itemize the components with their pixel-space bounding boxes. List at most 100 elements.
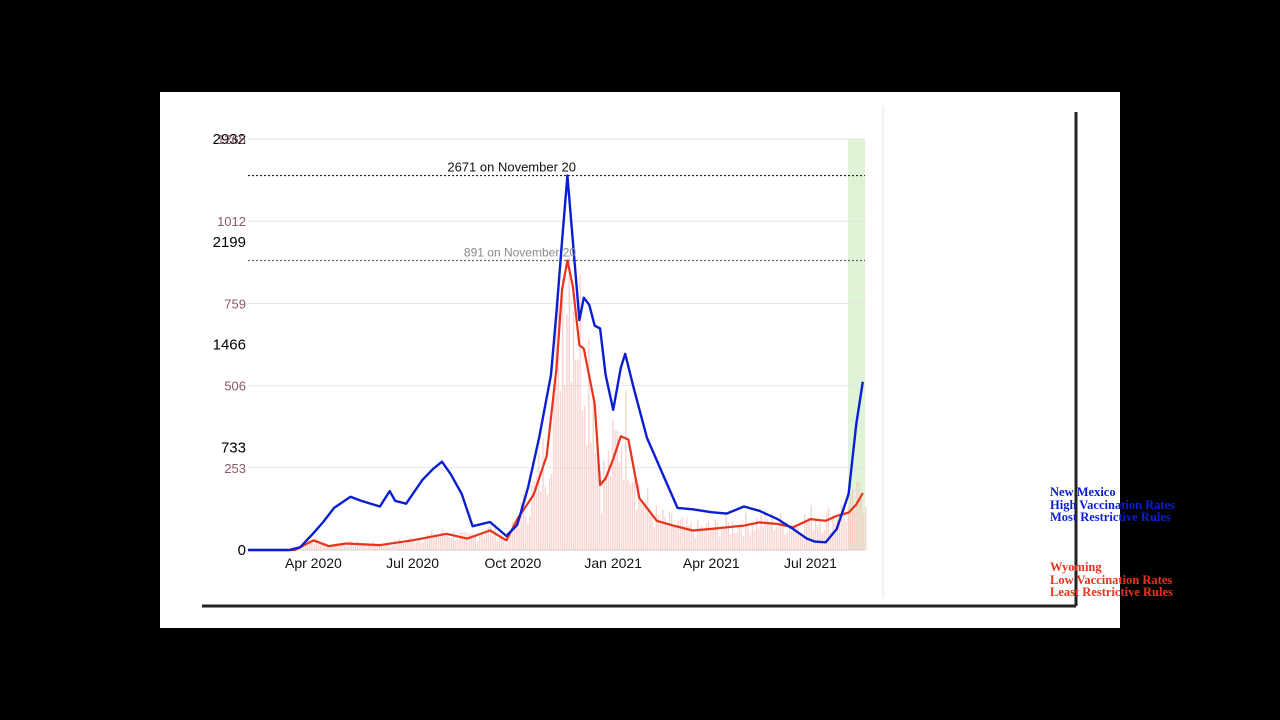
- wyoming-bar: [396, 544, 398, 550]
- wyoming-bar: [585, 445, 588, 550]
- wyoming-bar: [599, 471, 601, 550]
- wyoming-bar: [479, 536, 481, 550]
- wyoming-bar: [629, 485, 631, 550]
- left-tick-label: 733: [221, 439, 246, 456]
- wyoming-bar: [509, 533, 511, 550]
- legend-new-mexico-line2: High Vaccination Rates: [1050, 497, 1176, 512]
- wyoming-bar: [394, 539, 396, 550]
- wyoming-bar: [605, 478, 607, 550]
- wyoming-bar: [411, 538, 413, 550]
- wyoming-bar: [319, 543, 322, 550]
- new-mexico-line: [248, 174, 864, 552]
- wyoming-bar: [616, 430, 618, 550]
- wyoming-bar: [817, 526, 819, 550]
- wyoming-bar: [300, 547, 302, 550]
- wyoming-bar: [370, 546, 372, 550]
- wyoming-bar: [398, 539, 400, 550]
- wyoming-bar: [361, 544, 363, 550]
- wyoming-bar: [529, 515, 531, 550]
- wyoming-bar: [703, 530, 706, 550]
- wyoming-bar: [439, 535, 442, 550]
- wyoming-bar: [830, 531, 832, 550]
- wyoming-bar: [592, 400, 594, 550]
- wyoming-bar: [664, 516, 666, 550]
- wyoming-bar: [415, 542, 418, 550]
- wyoming-bar: [535, 475, 538, 550]
- wyoming-bar: [849, 494, 852, 550]
- wyoming-bar: [452, 531, 455, 550]
- wyoming-bar: [524, 515, 527, 550]
- wyoming-bar: [647, 488, 649, 550]
- legend-wyoming-line3: Least Restrictive Rules: [1050, 585, 1173, 599]
- wyoming-bar: [738, 524, 740, 550]
- wyoming-bar: [492, 535, 494, 550]
- wyoming-bar: [341, 543, 344, 550]
- wyoming-bar: [662, 509, 664, 550]
- wyoming-bar: [679, 519, 682, 550]
- wyoming-bar: [367, 545, 370, 550]
- wyoming-bar: [402, 543, 405, 550]
- wyoming-bar: [819, 521, 821, 550]
- annotation-labels: 2671 on November 20 891 on November 20: [447, 160, 576, 260]
- x-tick-label: Apr 2020: [285, 555, 342, 571]
- wyoming-bar: [710, 527, 712, 550]
- wyoming-bar: [498, 537, 501, 550]
- x-tick-label: Jan 2021: [584, 555, 642, 571]
- wyoming-bar: [575, 359, 577, 550]
- wyoming-bar: [607, 450, 610, 550]
- wyoming-bar: [457, 538, 459, 550]
- wyoming-bar: [620, 446, 623, 550]
- wyoming-bar: [854, 509, 856, 550]
- right-tick-label: 1265: [217, 132, 246, 147]
- wyoming-bar: [786, 532, 788, 550]
- annotation-label-new-mexico-peak: 2671 on November 20: [447, 160, 576, 175]
- wyoming-bar: [343, 545, 346, 550]
- wyoming-bar: [522, 493, 525, 550]
- wyoming-bar: [383, 546, 385, 550]
- wyoming-bar: [841, 504, 843, 550]
- wyoming-bar: [333, 546, 335, 550]
- comparison-chart: 0 733 1466 2199 2932 253 506 759 1012 1265 Apr 2…: [202, 106, 1078, 608]
- left-axis-ticks: 0 733 1466 2199 2932: [213, 131, 246, 559]
- wyoming-bar: [559, 390, 562, 550]
- wyoming-bar: [771, 513, 773, 550]
- wyoming-bar: [485, 533, 487, 550]
- wyoming-bar: [442, 528, 444, 550]
- wyoming-bar: [407, 541, 409, 550]
- wyoming-bar: [459, 532, 461, 550]
- right-tick-label: 253: [224, 461, 246, 476]
- wyoming-bar: [753, 530, 756, 550]
- wyoming-bar: [668, 511, 671, 550]
- wyoming-bar: [387, 544, 389, 550]
- wyoming-bar: [579, 275, 581, 550]
- wyoming-bar: [476, 541, 479, 550]
- wyoming-bar: [814, 521, 817, 550]
- wyoming-bar: [729, 533, 732, 550]
- wyoming-bar: [542, 437, 544, 550]
- wyoming-bar: [577, 360, 579, 550]
- wyoming-bar: [346, 546, 348, 550]
- wyoming-bar: [354, 544, 357, 550]
- legend-new-mexico: New Mexico High Vaccination Rates Most R…: [1050, 486, 1175, 524]
- wyoming-bar: [405, 540, 407, 550]
- wyoming-bar: [429, 534, 431, 550]
- wyoming-bar: [381, 545, 383, 550]
- wyoming-bar: [544, 487, 546, 550]
- x-tick-label: Jul 2021: [784, 555, 837, 571]
- wyoming-bar: [823, 530, 825, 550]
- wyoming-bar: [330, 545, 333, 550]
- right-tick-label: 759: [224, 296, 246, 311]
- wyoming-bar: [487, 526, 490, 550]
- series-lines: [248, 174, 864, 552]
- wyoming-bar: [777, 524, 780, 550]
- wyoming-bar: [583, 406, 586, 550]
- wyoming-bar: [313, 543, 315, 550]
- wyoming-bar: [315, 537, 317, 550]
- wyoming-bar: [684, 526, 686, 550]
- wyoming-bar: [851, 488, 854, 550]
- wyoming-bar: [328, 547, 331, 550]
- wyoming-bar: [588, 339, 590, 550]
- wyoming-bar: [548, 478, 551, 550]
- wyoming-bar: [751, 525, 753, 550]
- wyoming-daily-bars: [300, 254, 867, 550]
